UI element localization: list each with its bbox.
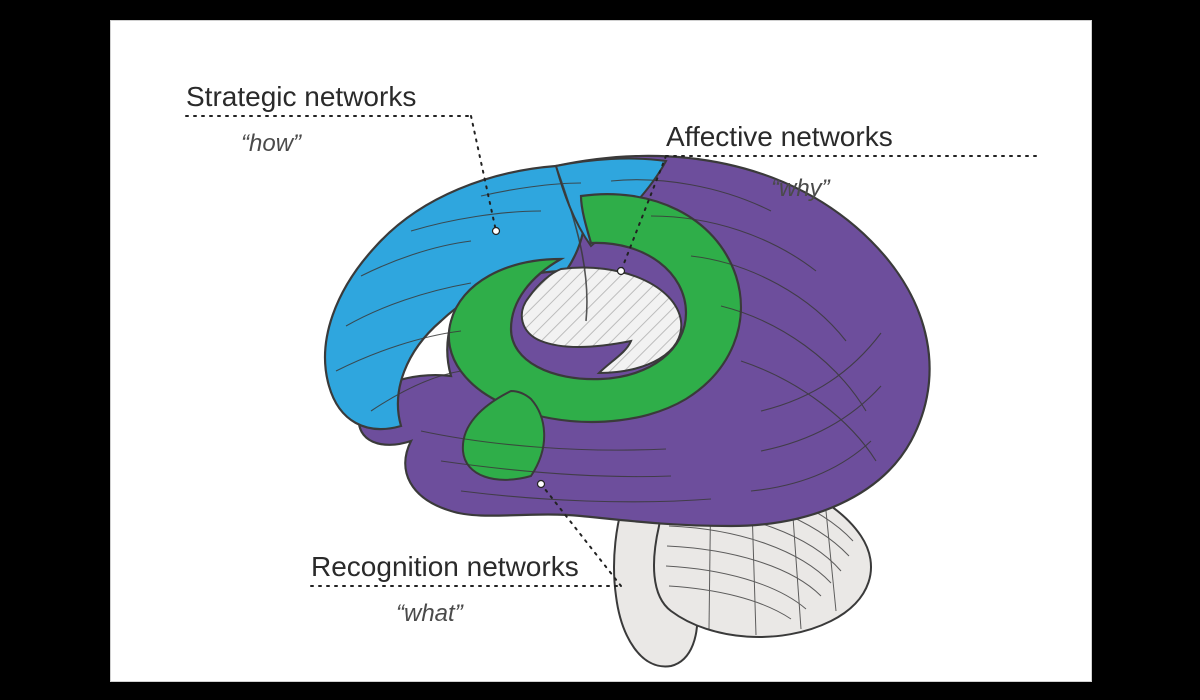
brain-diagram: Strategic networks “how” Affective netwo… <box>111 21 1091 681</box>
strategic-sub: “how” <box>241 130 302 157</box>
diagram-card: Strategic networks “how” Affective netwo… <box>110 20 1092 682</box>
recognition-sub: “what” <box>396 600 464 627</box>
strategic-title: Strategic networks <box>186 81 416 112</box>
recognition-leader-dot <box>538 481 545 488</box>
affective-leader-dot <box>618 268 625 275</box>
brain <box>325 156 930 667</box>
affective-title: Affective networks <box>666 121 893 152</box>
recognition-title: Recognition networks <box>311 551 579 582</box>
affective-sub: “why” <box>771 175 831 202</box>
strategic-leader-dot <box>493 228 500 235</box>
